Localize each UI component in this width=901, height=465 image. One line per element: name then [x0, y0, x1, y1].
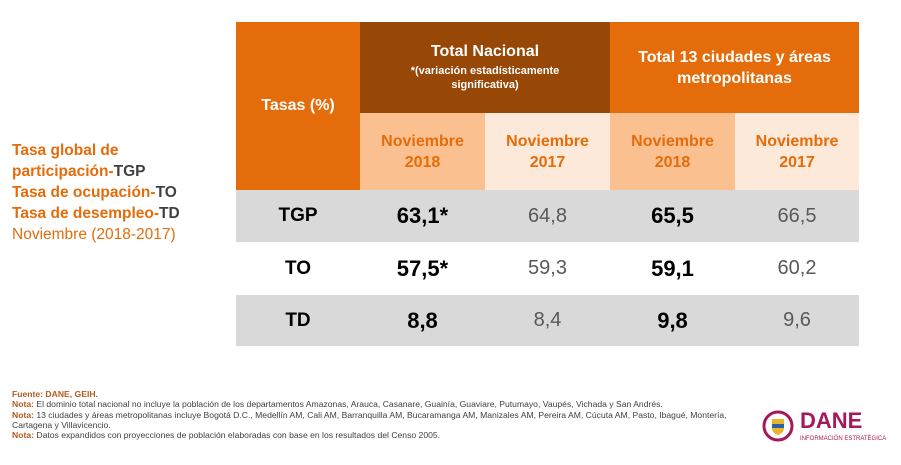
note: Nota: Datos expandidos con proyecciones …	[12, 430, 747, 440]
national-note: *(variación estadísticamente significati…	[410, 65, 560, 91]
note-text: 13 ciudades y áreas metropolitanas inclu…	[12, 409, 727, 430]
corner-header: Tasas (%)	[236, 22, 360, 190]
table-cell: 63,1*	[360, 190, 485, 242]
side-abbr: TO	[155, 184, 177, 201]
note-label: Nota:	[12, 409, 34, 420]
side-period: Noviembre (2018-2017)	[12, 226, 176, 243]
side-abbr: TGP	[113, 163, 146, 180]
note: Nota: 13 ciudades y áreas metropolitanas…	[12, 410, 747, 431]
side-line: Tasa de ocupación-TO	[12, 182, 180, 203]
table-cell: 59,3	[485, 242, 610, 295]
national-title: Total Nacional	[430, 43, 540, 60]
source-label: Fuente: DANE, GEIH.	[12, 389, 98, 399]
side-text: participación-	[12, 163, 114, 180]
note-label: Nota:	[12, 399, 34, 410]
period-header: Noviembre 2018	[610, 113, 735, 190]
coat-of-arms-icon	[762, 410, 794, 441]
note: Nota: El dominio total nacional no inclu…	[12, 399, 747, 409]
row-label: TGP	[236, 190, 360, 242]
chart-legend-text: Tasa global de participación-TGP Tasa de…	[12, 140, 180, 245]
row-label: TD	[236, 295, 360, 346]
table-cell: 66,5	[735, 190, 859, 242]
period-header: Noviembre 2017	[485, 113, 610, 190]
national-header: Total Nacional *(variación estadísticame…	[360, 22, 610, 113]
table-cell: 59,1	[610, 242, 735, 295]
table-cell: 57,5*	[360, 242, 485, 295]
side-text: Tasa de desempleo-	[12, 205, 160, 222]
period-header: Noviembre 2018	[360, 113, 485, 190]
note-label: Nota:	[12, 430, 34, 441]
side-line: Tasa de desempleo-TD	[12, 203, 180, 224]
dane-logo: DANE INFORMACIÓN ESTRATÉGICA	[762, 408, 892, 443]
table-cell: 65,5	[610, 190, 735, 242]
table-cell: 8,8	[360, 295, 485, 346]
side-line: participación-TGP	[12, 161, 180, 182]
footer-notes: Fuente: DANE, GEIH. Nota: El dominio tot…	[12, 389, 747, 440]
table-cell: 8,4	[485, 295, 610, 346]
period-header: Noviembre 2017	[735, 113, 859, 190]
note-text: Datos expandidos con proyecciones de pob…	[33, 430, 441, 441]
row-label: TO	[236, 242, 360, 295]
side-line: Tasa global de	[12, 142, 119, 159]
logo-tagline: INFORMACIÓN ESTRATÉGICA	[800, 436, 887, 442]
cities-header: Total 13 ciudades y áreas metropolitanas	[610, 22, 859, 113]
table-cell: 9,8	[610, 295, 735, 346]
side-abbr: TD	[159, 205, 180, 222]
table-cell: 64,8	[485, 190, 610, 242]
logo-name: DANE	[800, 408, 863, 433]
note-text: El dominio total nacional no incluye la …	[33, 399, 663, 410]
table-cell: 60,2	[735, 242, 859, 295]
table-cell: 9,6	[735, 295, 859, 346]
side-text: Tasa de ocupación-	[12, 184, 156, 201]
